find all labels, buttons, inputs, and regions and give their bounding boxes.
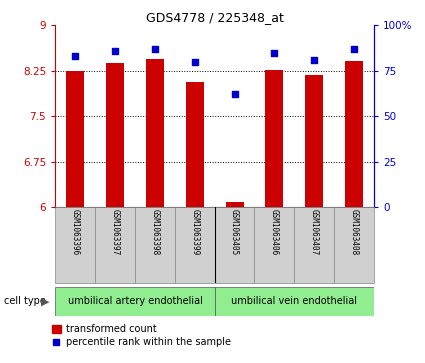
Point bbox=[72, 53, 79, 59]
Bar bbox=[186, 82, 204, 207]
Point bbox=[311, 57, 317, 63]
Bar bbox=[255, 207, 294, 283]
Bar bbox=[135, 207, 175, 283]
Point bbox=[151, 46, 158, 52]
Point bbox=[351, 46, 357, 52]
Text: GSM1063407: GSM1063407 bbox=[310, 209, 319, 256]
Text: GSM1063398: GSM1063398 bbox=[150, 209, 159, 256]
Bar bbox=[334, 207, 374, 283]
Text: cell type: cell type bbox=[4, 296, 46, 306]
Point bbox=[191, 59, 198, 65]
Text: umbilical vein endothelial: umbilical vein endothelial bbox=[231, 296, 357, 306]
Bar bbox=[266, 70, 283, 207]
Bar bbox=[55, 287, 215, 316]
Bar bbox=[146, 59, 164, 207]
Bar bbox=[66, 71, 84, 207]
Text: GSM1063396: GSM1063396 bbox=[71, 209, 79, 256]
Text: ▶: ▶ bbox=[41, 296, 50, 306]
Bar bbox=[215, 207, 255, 283]
Bar bbox=[175, 207, 215, 283]
Title: GDS4778 / 225348_at: GDS4778 / 225348_at bbox=[146, 11, 283, 24]
Legend: transformed count, percentile rank within the sample: transformed count, percentile rank withi… bbox=[51, 324, 231, 347]
Bar bbox=[95, 207, 135, 283]
Text: umbilical artery endothelial: umbilical artery endothelial bbox=[68, 296, 202, 306]
Bar bbox=[55, 207, 95, 283]
Text: GSM1063408: GSM1063408 bbox=[350, 209, 359, 256]
Bar bbox=[226, 202, 244, 207]
Text: GSM1063397: GSM1063397 bbox=[110, 209, 119, 256]
Text: GSM1063399: GSM1063399 bbox=[190, 209, 199, 256]
Bar bbox=[106, 63, 124, 207]
Point bbox=[231, 91, 238, 97]
Bar bbox=[294, 207, 334, 283]
Text: GSM1063406: GSM1063406 bbox=[270, 209, 279, 256]
Point bbox=[112, 48, 119, 54]
Bar bbox=[305, 75, 323, 207]
Bar bbox=[215, 287, 374, 316]
Point bbox=[271, 50, 278, 56]
Text: GSM1063405: GSM1063405 bbox=[230, 209, 239, 256]
Bar bbox=[345, 61, 363, 207]
